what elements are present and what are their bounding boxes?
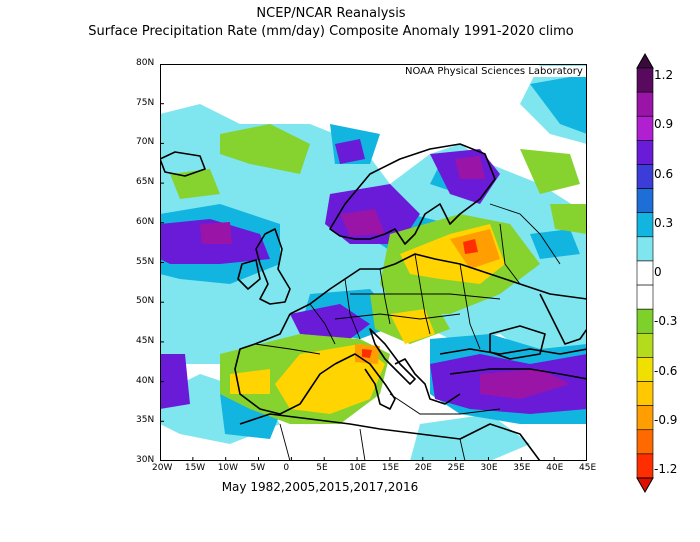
colorbar [636, 52, 654, 494]
lat-label: 30N [136, 455, 155, 465]
country-borders [254, 203, 561, 461]
colorbar-swatch [636, 332, 654, 358]
colorbar-swatch [636, 188, 654, 214]
colorbar-swatch [636, 91, 654, 117]
lat-label: 75N [136, 97, 155, 108]
colorbar-swatch [636, 357, 654, 382]
lat-label: 70N [136, 137, 155, 148]
lon-label: 40E [546, 463, 564, 473]
lat-label: 80N [136, 58, 155, 68]
colorbar-swatch [636, 381, 654, 406]
colorbar-label: -0.6 [654, 363, 678, 378]
colorbar-label: 1.2 [654, 68, 674, 82]
colorbar-swatch [636, 429, 654, 455]
lon-label: 10E [349, 463, 367, 473]
axis-ticks [160, 64, 587, 461]
lon-label: 45E [579, 463, 597, 473]
lat-label: 40N [136, 375, 155, 386]
colorbar-swatch [636, 115, 654, 141]
lon-label: 25E [447, 463, 465, 473]
colorbar-label: 0.3 [654, 215, 674, 230]
lat-label: 45N [136, 335, 155, 346]
lon-label: 5W [250, 463, 266, 473]
colorbar-label: -1.2 [654, 462, 678, 476]
colorbar-swatch [636, 260, 654, 286]
colorbar-label: 0 [654, 265, 662, 279]
lon-label: 10W [217, 463, 239, 473]
lon-label: 20E [414, 463, 432, 473]
map-panel [160, 64, 587, 461]
colorbar-swatch [636, 405, 654, 431]
colorbar-swatch [636, 164, 654, 189]
coastlines [160, 143, 587, 461]
dry-very-strong-regions [362, 239, 478, 358]
lon-label: 15E [381, 463, 400, 473]
chart-subtitle: Surface Precipitation Rate (mm/day) Comp… [88, 24, 574, 39]
lon-label: 5E [316, 463, 328, 473]
composite-dates-label: May 1982,2005,2015,2017,2016 [221, 480, 419, 494]
colorbar-label: 0.6 [654, 166, 674, 181]
lat-label: 50N [136, 296, 155, 307]
lon-label: 15W [184, 463, 206, 473]
colorbar-bottom-arrow [636, 477, 654, 494]
colorbar-swatch [636, 453, 654, 479]
wet-very-strong-regions [200, 156, 570, 399]
colorbar-swatch [636, 212, 654, 238]
lon-label: 35E [513, 463, 531, 473]
lon-label: 20W [152, 463, 173, 473]
lat-label: 35N [136, 415, 155, 426]
colorbar-label: -0.9 [654, 412, 678, 427]
colorbar-swatch [636, 308, 654, 334]
credit-label: NOAA Physical Sciences Laboratory [402, 66, 586, 77]
colorbar-label: 0.9 [654, 117, 674, 132]
colorbar-label: -0.3 [654, 314, 678, 329]
colorbar-top-arrow [636, 52, 654, 69]
anomaly-map [160, 64, 587, 461]
lon-label: 30E [480, 463, 498, 473]
colorbar-swatch [636, 236, 654, 262]
colorbar-swatch [636, 67, 654, 93]
lat-label: 55N [136, 256, 155, 267]
lon-label: 0 [283, 463, 290, 473]
chart-title: NCEP/NCAR Reanalysis [256, 6, 406, 21]
lat-label: 60N [136, 216, 155, 227]
lat-label: 65N [136, 177, 155, 188]
colorbar-swatch [636, 140, 654, 165]
colorbar-swatch [636, 284, 654, 310]
